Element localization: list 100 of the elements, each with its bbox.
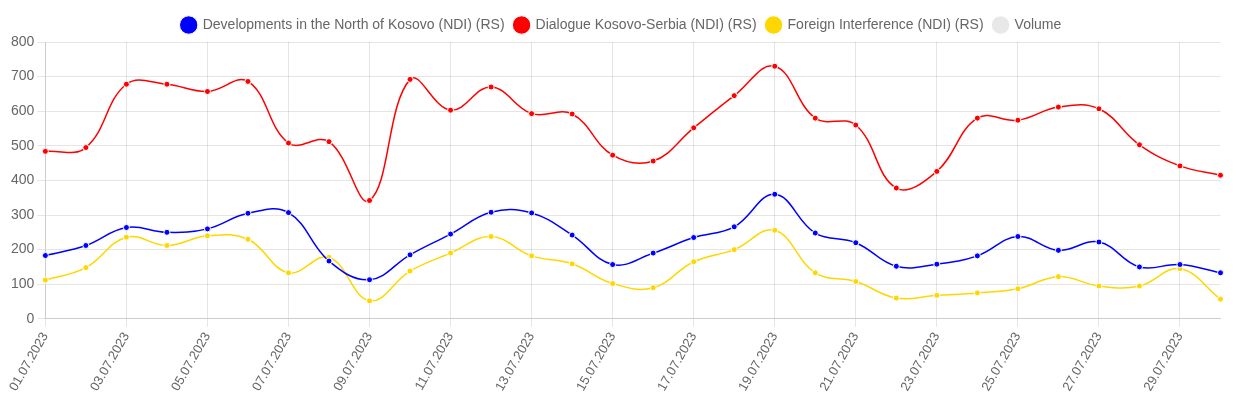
point bbox=[447, 230, 455, 238]
point bbox=[609, 280, 617, 288]
point bbox=[447, 249, 455, 257]
point bbox=[811, 114, 819, 122]
point bbox=[852, 277, 860, 285]
point bbox=[892, 184, 900, 192]
point bbox=[690, 124, 698, 132]
point bbox=[244, 235, 252, 243]
point bbox=[933, 167, 941, 175]
point bbox=[203, 225, 211, 233]
legend-label: Foreign Interference (NDI) (RS) bbox=[787, 15, 984, 32]
point bbox=[568, 231, 576, 239]
point bbox=[568, 110, 576, 118]
point bbox=[811, 269, 819, 277]
point bbox=[203, 232, 211, 240]
point bbox=[122, 80, 130, 88]
point bbox=[852, 121, 860, 129]
y-tick-label: 500 bbox=[11, 136, 35, 153]
point bbox=[730, 223, 738, 231]
point bbox=[122, 233, 130, 241]
point bbox=[1216, 269, 1224, 277]
point bbox=[244, 209, 252, 217]
point bbox=[366, 297, 374, 305]
point bbox=[447, 106, 455, 114]
point bbox=[771, 226, 779, 234]
point bbox=[649, 284, 657, 292]
point bbox=[892, 262, 900, 270]
point bbox=[730, 92, 738, 100]
point bbox=[366, 197, 374, 204]
point bbox=[690, 258, 698, 266]
point bbox=[366, 276, 374, 284]
y-tick-label: 0 bbox=[26, 309, 35, 326]
point bbox=[284, 269, 292, 277]
point bbox=[568, 260, 576, 268]
point bbox=[973, 289, 981, 297]
point bbox=[1216, 171, 1224, 179]
point bbox=[284, 139, 292, 147]
point bbox=[1095, 282, 1103, 290]
point bbox=[1014, 285, 1022, 293]
point bbox=[41, 252, 49, 260]
point bbox=[163, 241, 171, 249]
point bbox=[203, 87, 211, 95]
legend-label: Developments in the North of Kosovo (NDI) (RS) bbox=[202, 15, 505, 32]
point bbox=[933, 291, 941, 299]
point bbox=[649, 157, 657, 165]
y-tick-label: 600 bbox=[11, 102, 35, 119]
point bbox=[609, 261, 617, 269]
point bbox=[1054, 103, 1062, 111]
point bbox=[487, 83, 495, 91]
point bbox=[771, 62, 779, 70]
point bbox=[528, 110, 536, 118]
point bbox=[973, 114, 981, 122]
y-tick-label: 300 bbox=[11, 205, 35, 222]
point bbox=[1095, 105, 1103, 113]
point bbox=[1176, 162, 1184, 170]
point bbox=[163, 80, 171, 88]
point bbox=[406, 75, 414, 83]
point bbox=[163, 228, 171, 236]
legend-label: Volume bbox=[1014, 15, 1062, 32]
point bbox=[82, 264, 90, 272]
y-tick-label: 400 bbox=[11, 171, 35, 188]
point bbox=[609, 151, 617, 159]
y-tick-label: 700 bbox=[11, 67, 35, 84]
point bbox=[406, 251, 414, 259]
y-tick-label: 200 bbox=[11, 240, 35, 257]
point bbox=[82, 241, 90, 249]
point bbox=[1135, 141, 1143, 149]
point bbox=[406, 267, 414, 275]
y-tick-label: 100 bbox=[11, 275, 35, 292]
point bbox=[284, 209, 292, 217]
point bbox=[487, 232, 495, 240]
point bbox=[1216, 295, 1224, 303]
point bbox=[649, 249, 657, 257]
point bbox=[892, 294, 900, 302]
point bbox=[1054, 246, 1062, 254]
point bbox=[1135, 263, 1143, 271]
point bbox=[528, 252, 536, 260]
point bbox=[730, 246, 738, 254]
point bbox=[852, 239, 860, 247]
point bbox=[122, 223, 130, 231]
point bbox=[1014, 116, 1022, 124]
point bbox=[325, 138, 333, 146]
point bbox=[41, 147, 49, 155]
point bbox=[41, 276, 49, 284]
point bbox=[1176, 261, 1184, 269]
point bbox=[487, 208, 495, 216]
point bbox=[1054, 273, 1062, 281]
point bbox=[528, 209, 536, 217]
point bbox=[811, 229, 819, 237]
y-tick-label: 800 bbox=[11, 32, 35, 49]
point bbox=[1135, 282, 1143, 290]
point bbox=[933, 260, 941, 268]
point bbox=[1014, 232, 1022, 240]
point bbox=[244, 77, 252, 85]
point bbox=[325, 257, 333, 265]
point bbox=[1095, 238, 1103, 246]
point bbox=[771, 190, 779, 198]
point bbox=[973, 252, 981, 260]
legend-label: Dialogue Kosovo-Serbia (NDI) (RS) bbox=[535, 15, 757, 32]
point bbox=[82, 144, 90, 152]
